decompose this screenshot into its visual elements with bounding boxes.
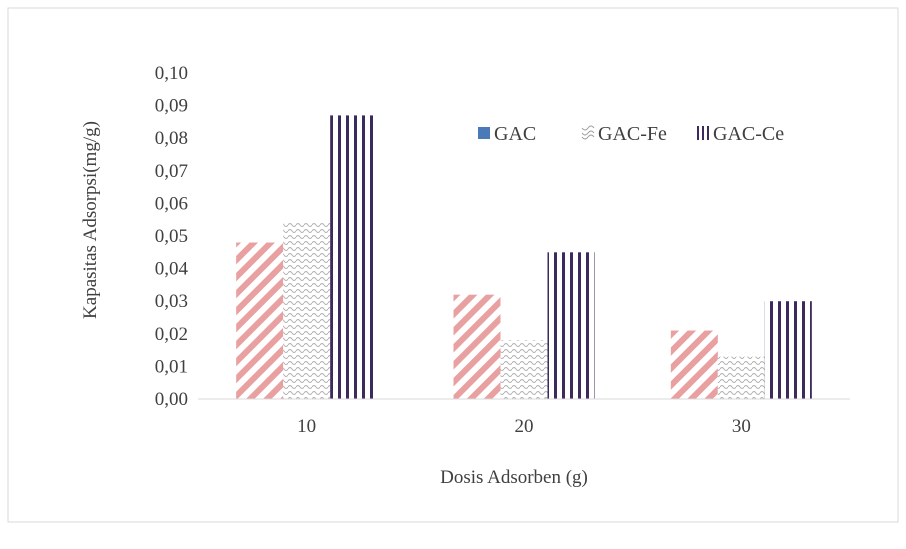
legend-label-gac: GAC — [494, 123, 536, 145]
y-tick-label: 0,08 — [155, 128, 188, 149]
bar-gac-fe-10 — [283, 222, 331, 399]
y-tick-label: 0,03 — [155, 291, 188, 312]
bar-gac-ce-10 — [330, 115, 378, 399]
bar-gac-ce-20 — [547, 252, 595, 399]
y-tick-label: 0,00 — [155, 389, 188, 410]
legend-swatch-gac-fe — [581, 125, 595, 140]
bars — [236, 115, 812, 399]
legend-swatch-gac — [478, 127, 490, 139]
x-tick-label: 30 — [732, 416, 751, 437]
legend-label-gac-fe: GAC-Fe — [598, 123, 667, 145]
legend: GAC GAC-Fe GAC-Ce — [478, 123, 784, 145]
bar-gac-10 — [236, 242, 284, 399]
y-axis: 0,00 0,01 0,02 0,03 0,04 0,05 0,06 0,07 0,08 0,09… — [155, 63, 189, 410]
x-axis-title: Dosis Adsorben (g) — [440, 467, 588, 488]
y-tick-label: 0,09 — [155, 96, 188, 117]
y-tick-label: 0,01 — [155, 356, 188, 377]
x-tick-label: 20 — [515, 416, 534, 437]
bar-gac-ce-30 — [764, 301, 812, 399]
bar-gac-fe-20 — [500, 340, 548, 399]
x-tick-label: 10 — [297, 416, 316, 437]
x-axis: 10 20 30 — [198, 398, 850, 437]
legend-label-gac-ce: GAC-Ce — [713, 123, 784, 145]
legend-swatch-gac-ce — [697, 126, 709, 140]
y-tick-label: 0,05 — [155, 226, 188, 247]
y-tick-label: 0,07 — [155, 161, 188, 182]
y-tick-label: 0,06 — [155, 193, 188, 214]
bar-gac-30 — [670, 330, 718, 399]
bar-gac-20 — [453, 294, 501, 399]
y-tick-label: 0,10 — [155, 63, 188, 84]
y-tick-label: 0,04 — [155, 259, 189, 280]
y-tick-label: 0,02 — [155, 324, 188, 345]
bar-gac-fe-30 — [717, 356, 765, 399]
y-axis-title: Kapasitas Adsorpsi(mg/g) — [80, 121, 101, 319]
chart-border — [7, 7, 899, 523]
